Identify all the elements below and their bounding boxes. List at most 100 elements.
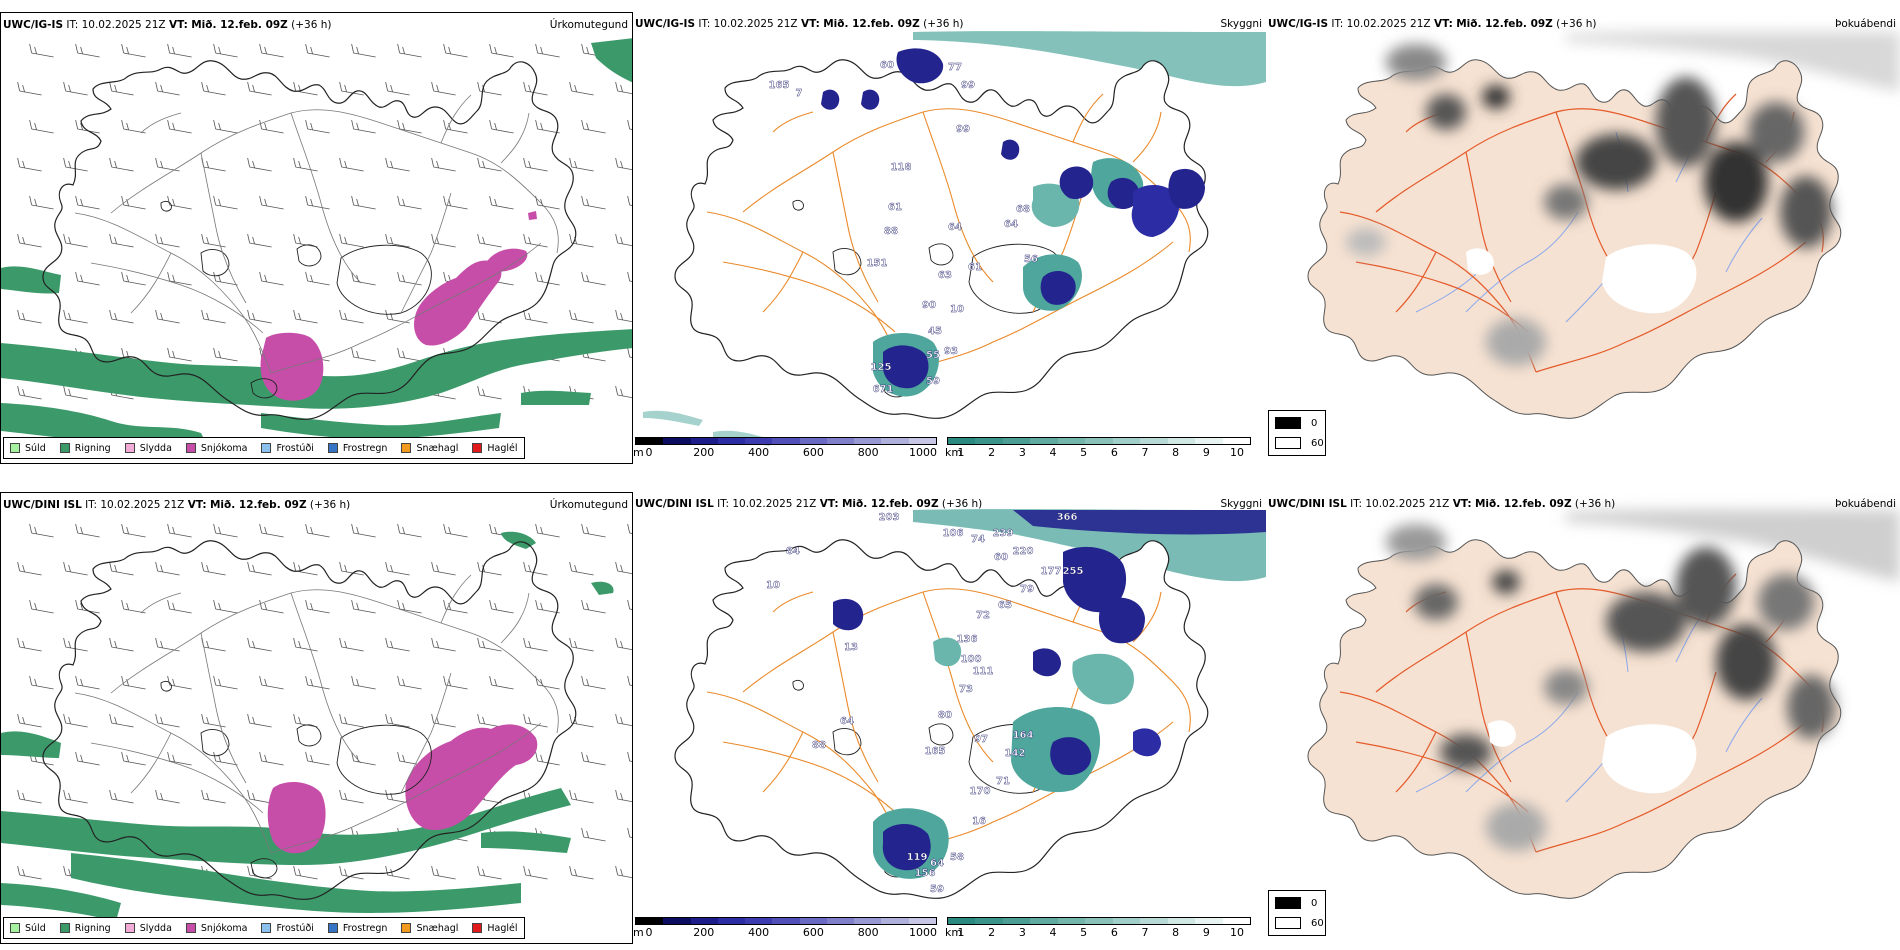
legend-item: Haglél bbox=[472, 443, 518, 454]
fog-shading bbox=[1346, 44, 1832, 366]
colorbar-cell bbox=[799, 438, 827, 444]
wind-barb bbox=[581, 271, 606, 286]
ceiling-value: 93 bbox=[944, 346, 958, 357]
precip-type-panel-bottom: UWC/DINI ISL IT: 10.02.2025 21Z VT: Mið.… bbox=[0, 492, 633, 944]
colorbar-cell bbox=[1167, 918, 1196, 924]
glacier-white bbox=[1466, 244, 1697, 314]
wind-barb bbox=[397, 347, 422, 362]
snow-areas bbox=[267, 724, 538, 854]
legend-swatch bbox=[327, 923, 338, 933]
wind-barb bbox=[569, 157, 594, 172]
ceiling-value: 118 bbox=[891, 162, 912, 173]
ceiling-unit: m bbox=[633, 926, 644, 939]
lead-time: (+36 h) bbox=[1574, 498, 1616, 510]
wind-barb bbox=[121, 675, 146, 690]
wind-barb bbox=[247, 637, 272, 652]
wind-barb bbox=[293, 157, 318, 172]
wind-barb bbox=[17, 81, 42, 96]
fog-key-value-0: 0 bbox=[1311, 417, 1318, 429]
ceiling-value: 111 bbox=[973, 666, 994, 677]
wind-barb bbox=[29, 43, 54, 58]
wind-barb bbox=[397, 271, 422, 286]
legend-item: Snjókoma bbox=[185, 923, 247, 934]
wind-barb bbox=[29, 675, 54, 690]
ceiling-value: 220 bbox=[1013, 546, 1034, 557]
wind-barb bbox=[523, 81, 548, 96]
wind-barb bbox=[431, 865, 456, 880]
wind-barb bbox=[63, 789, 88, 804]
wind-barb bbox=[247, 233, 272, 248]
wind-barb bbox=[627, 523, 632, 534]
wind-barb bbox=[569, 713, 594, 728]
legend-label: Frostúði bbox=[276, 922, 314, 934]
wind-barb bbox=[305, 271, 330, 286]
ceiling-value: 80 bbox=[938, 710, 952, 721]
wind-barb bbox=[155, 789, 180, 804]
ceiling-value: 170 bbox=[970, 786, 991, 797]
wind-barb bbox=[489, 195, 514, 210]
legend-item: Snjókoma bbox=[185, 443, 247, 454]
ceiling-value: 58 bbox=[950, 852, 964, 863]
coastline bbox=[674, 59, 1209, 419]
colorbar-cell bbox=[1195, 918, 1223, 924]
wind-barb bbox=[213, 347, 238, 362]
model-name: UWC/DINI ISL bbox=[3, 499, 82, 511]
wind-barb bbox=[339, 789, 364, 804]
ceiling-areas bbox=[821, 48, 1205, 389]
colorbar-cell bbox=[663, 438, 691, 444]
visibility-colorbar-cells bbox=[947, 917, 1251, 925]
legend-label: Slydda bbox=[139, 442, 172, 454]
wind-barb bbox=[201, 309, 226, 324]
wind-barbs bbox=[17, 523, 632, 880]
ceiling-value: 68 bbox=[1016, 204, 1030, 215]
wind-barb bbox=[63, 561, 88, 576]
colorbar-tick: 5 bbox=[1080, 926, 1088, 939]
colorbar-tick: 8 bbox=[1172, 926, 1180, 939]
wind-barb bbox=[213, 675, 238, 690]
wind-barb bbox=[259, 195, 284, 210]
ceiling-panel-top: UWC/IG-IS IT: 10.02.2025 21Z VT: Mið. 12… bbox=[633, 12, 1266, 464]
wind-barb bbox=[155, 233, 180, 248]
ceiling-values: 203 106 74 239 60 220 366 177 255 79 65 72 84 10 13 136… bbox=[766, 512, 1084, 895]
wind-barb bbox=[443, 43, 468, 58]
wind-barb bbox=[477, 637, 502, 652]
ceiling-value: 88 bbox=[884, 226, 898, 237]
legend-item: Frostúði bbox=[261, 443, 314, 454]
colorbar-tick: 3 bbox=[1018, 446, 1026, 459]
colorbar-tick: 7 bbox=[1141, 446, 1149, 459]
wind-barb bbox=[63, 637, 88, 652]
wind-barb bbox=[351, 271, 376, 286]
valid-label: VT: bbox=[800, 18, 820, 30]
wind-barb bbox=[535, 119, 560, 134]
visibility-colorbar-ticks: 1 2 3 4 5 6 7 8 9 10 bbox=[947, 445, 1251, 459]
wind-barb bbox=[259, 271, 284, 286]
valid-label: VT: bbox=[1452, 498, 1472, 510]
visibility-colorbar-ticks: 1 2 3 4 5 6 7 8 9 10 bbox=[947, 925, 1251, 939]
colorbar-cell bbox=[1140, 918, 1168, 924]
colorbar-tick: 4 bbox=[1049, 446, 1057, 459]
colorbar-cell bbox=[908, 438, 936, 444]
wind-barb bbox=[339, 561, 364, 576]
legend-swatch bbox=[124, 443, 135, 453]
wind-barb bbox=[489, 675, 514, 690]
colorbar-tick: 10 bbox=[1230, 926, 1244, 939]
ceiling-value: 142 bbox=[1005, 748, 1026, 759]
wind-barb bbox=[75, 43, 100, 58]
wind-barb bbox=[17, 233, 42, 248]
wind-barb bbox=[167, 675, 192, 690]
ceiling-value: 119 bbox=[907, 852, 928, 863]
wind-barb bbox=[615, 789, 632, 803]
valid-label: VT: bbox=[168, 19, 188, 31]
ceiling-value: 72 bbox=[976, 610, 990, 621]
wind-barb bbox=[397, 119, 422, 134]
wind-barb bbox=[523, 561, 548, 576]
colorbar-tick: 2 bbox=[988, 926, 996, 939]
wind-barb bbox=[109, 233, 134, 248]
ceiling-value: 671 bbox=[873, 384, 894, 395]
legend-label: Snæhagl bbox=[416, 442, 459, 454]
wind-barb bbox=[581, 523, 606, 538]
ceiling-value: 99 bbox=[961, 80, 975, 91]
wind-barb bbox=[615, 309, 632, 323]
colorbar-cell bbox=[717, 918, 746, 924]
visibility-colorbar-cells bbox=[947, 437, 1251, 445]
